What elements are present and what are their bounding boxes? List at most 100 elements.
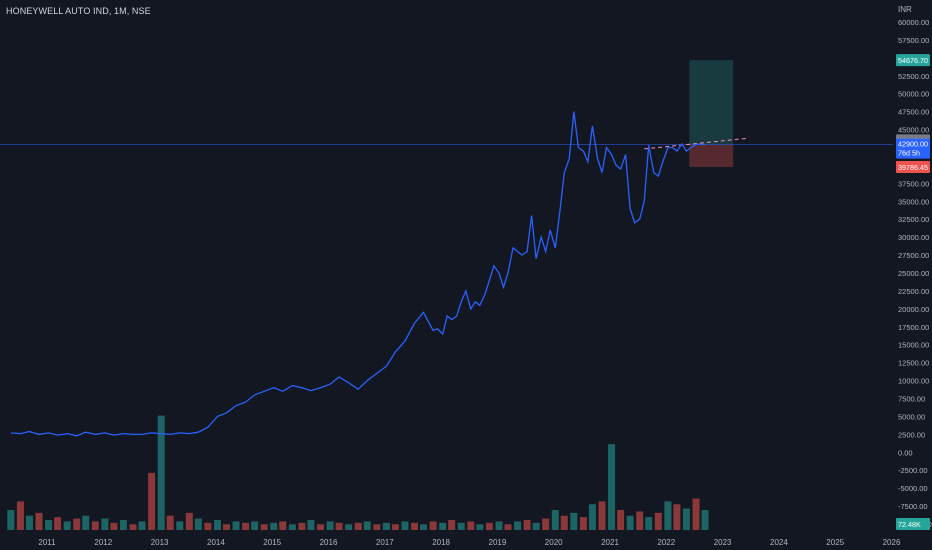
- x-tick-label: 2021: [601, 538, 619, 547]
- volume-bar: [82, 515, 90, 530]
- volume-bar: [560, 515, 568, 530]
- volume-bar: [476, 524, 484, 530]
- volume-bar: [54, 517, 62, 530]
- price-series-line: [10, 111, 706, 437]
- y-tick-label: 15000.00: [898, 341, 929, 350]
- volume-bar: [598, 501, 606, 530]
- x-tick-label: 2012: [94, 538, 112, 547]
- volume-bar: [664, 501, 672, 530]
- volume-bar: [213, 519, 221, 530]
- long-position-tool[interactable]: [689, 60, 734, 167]
- x-tick-label: 2018: [432, 538, 450, 547]
- x-tick-label: 2025: [826, 538, 844, 547]
- volume-bar: [523, 519, 531, 530]
- volume-bar: [542, 518, 550, 530]
- y-tick-label: 17500.00: [898, 323, 929, 332]
- entry-price-label: 42900.00: [898, 140, 928, 149]
- volume-bar: [119, 519, 127, 530]
- volume-bar: [551, 509, 559, 530]
- volume-bar: [335, 522, 343, 530]
- volume-bar: [617, 509, 625, 530]
- x-tick-label: 2014: [207, 538, 225, 547]
- x-tick-label: 2017: [376, 538, 394, 547]
- volume-bar: [317, 524, 324, 530]
- currency-label: INR: [898, 5, 912, 14]
- volume-bars: [7, 415, 709, 530]
- volume-bar: [514, 521, 522, 530]
- entry-price-label-bg: [896, 138, 930, 159]
- y-tick-label: 35000.00: [898, 197, 929, 206]
- volume-bar: [636, 511, 644, 530]
- volume-bar: [270, 522, 278, 530]
- volume-bar: [570, 512, 578, 530]
- price-line-layer: [0, 111, 893, 437]
- y-tick-label: -2500.00: [898, 466, 928, 475]
- volume-bar: [485, 522, 493, 530]
- y-tick-label: 47500.00: [898, 108, 929, 117]
- x-tick-label: 2019: [489, 538, 507, 547]
- volume-bar: [176, 521, 184, 530]
- volume-bar: [16, 501, 24, 530]
- stop-zone[interactable]: [689, 144, 734, 167]
- y-tick-label: 0.00: [898, 448, 913, 457]
- volume-label: 72.48K: [898, 520, 921, 529]
- volume-bar: [439, 522, 447, 530]
- x-tick-label: 2020: [545, 538, 563, 547]
- volume-bar: [242, 522, 250, 530]
- volume-bar: [138, 521, 146, 530]
- volume-bar: [692, 498, 700, 530]
- y-tick-label: 52500.00: [898, 72, 929, 81]
- volume-bar: [467, 521, 475, 530]
- volume-bar: [63, 521, 71, 530]
- volume-bar: [411, 522, 419, 530]
- y-tick-label: 45000.00: [898, 126, 929, 135]
- volume-bar: [25, 515, 33, 530]
- volume-bar: [232, 521, 240, 530]
- volume-bar: [420, 524, 428, 530]
- volume-bar: [35, 512, 43, 530]
- volume-bar: [373, 524, 381, 530]
- volume-bar: [345, 524, 353, 530]
- x-tick-label: 2016: [320, 538, 338, 547]
- y-tick-label: -5000.00: [898, 484, 928, 493]
- y-tick-label: 57500.00: [898, 36, 929, 45]
- volume-bar: [148, 472, 156, 530]
- volume-bar: [91, 521, 99, 530]
- volume-bar: [279, 521, 287, 530]
- y-tick-label: 2500.00: [898, 430, 925, 439]
- volume-bar: [326, 521, 334, 530]
- y-tick-label: 20000.00: [898, 305, 929, 314]
- volume-bar: [251, 521, 259, 530]
- y-tick-label: 12500.00: [898, 359, 929, 368]
- volume-bar: [608, 444, 616, 530]
- target-zone[interactable]: [689, 60, 734, 145]
- x-tick-label: 2026: [883, 538, 901, 547]
- target-price-label: 54676.70: [898, 56, 928, 65]
- y-tick-label: 30000.00: [898, 233, 929, 242]
- volume-bar: [101, 518, 109, 530]
- trend-line[interactable]: [644, 137, 749, 150]
- volume-bar: [288, 524, 296, 530]
- volume-bar: [260, 524, 268, 530]
- volume-bar: [298, 522, 306, 530]
- volume-bar: [654, 512, 662, 530]
- volume-bar: [504, 524, 512, 530]
- stop-price-label: 39786.45: [898, 163, 928, 172]
- volume-bar: [391, 524, 399, 530]
- volume-bar: [626, 515, 634, 530]
- volume-bar: [157, 415, 165, 530]
- stop-price-label-bg: [896, 160, 930, 173]
- volume-bar: [429, 521, 437, 530]
- x-tick-label: 2022: [657, 538, 675, 547]
- volume-bar: [682, 508, 690, 530]
- volume-bar: [166, 515, 174, 530]
- countdown-label: 76d 5h: [898, 149, 920, 158]
- volume-bar: [110, 522, 118, 530]
- y-tick-label: 22500.00: [898, 287, 929, 296]
- volume-bar: [448, 519, 456, 530]
- y-tick-label: -7500.00: [898, 502, 928, 511]
- time-axis[interactable]: 2011 2012 2013 2014 2015 2016 2017 2018 2019 2020…: [38, 538, 901, 547]
- volume-bar: [185, 512, 193, 530]
